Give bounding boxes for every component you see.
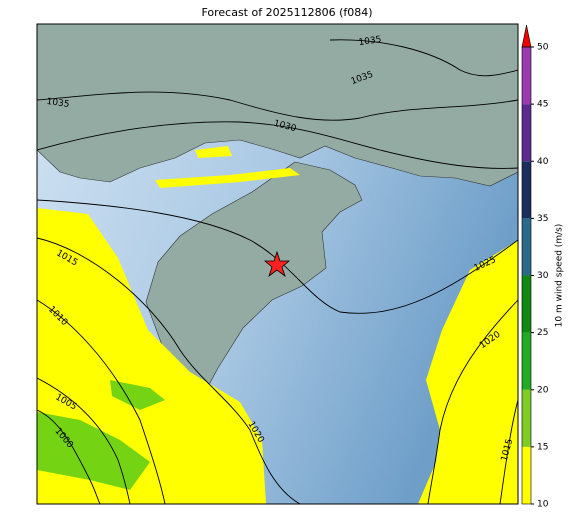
colorbar-tick-label: 10	[537, 500, 549, 510]
isobar	[329, 39, 518, 77]
colorbar-tick-label: 25	[537, 328, 548, 338]
colorbar-tick-label: 50	[537, 43, 549, 53]
isobar	[427, 299, 518, 504]
wind-zone-okhotsk-2	[195, 146, 232, 158]
isobar	[37, 237, 301, 504]
isobar	[37, 299, 166, 504]
colorbar-bin	[522, 275, 531, 333]
location-star	[263, 250, 291, 278]
isobar	[37, 377, 131, 504]
mainland	[37, 24, 518, 187]
isobar	[37, 91, 518, 121]
wind-zone-okhotsk	[155, 168, 300, 188]
colorbar-tick-label: 30	[537, 271, 549, 281]
colorbar-tick-label: 40	[537, 157, 549, 167]
colorbar-label: 10 m wind speed (m/s)	[555, 224, 565, 328]
colorbar-bin	[522, 218, 531, 276]
colorbar-bin	[522, 389, 531, 447]
kamchatka	[145, 161, 363, 393]
colorbar: 10 15 20 25 30 35 40 45 50 10 m wind speed (m/s)	[521, 24, 565, 510]
colorbar-tick-label: 15	[537, 442, 548, 452]
isobar	[37, 409, 101, 504]
map-area: 1035103510351030102510201020101510151010…	[37, 24, 518, 504]
isobar	[37, 121, 518, 169]
map-frame	[36, 23, 519, 505]
colorbar-bin	[522, 47, 531, 105]
isobar	[499, 399, 518, 504]
colorbar-bin	[522, 104, 531, 162]
colorbar-bin	[522, 446, 531, 504]
title: Forecast of 2025112806 (f084)	[201, 6, 372, 19]
colorbar-extend	[521, 24, 532, 48]
isobar	[37, 199, 518, 314]
colorbar-tick-label: 20	[537, 385, 549, 395]
contour-label: 1035	[46, 97, 70, 110]
wind-zone-patch	[110, 380, 165, 410]
colorbar-tick-label: 45	[537, 100, 548, 110]
colorbar-bin	[522, 161, 531, 219]
colorbar-tick-label: 35	[537, 214, 548, 224]
wind-zone-east	[418, 240, 518, 504]
colorbar-bin	[522, 332, 531, 390]
contour-label: 1035	[358, 35, 382, 48]
